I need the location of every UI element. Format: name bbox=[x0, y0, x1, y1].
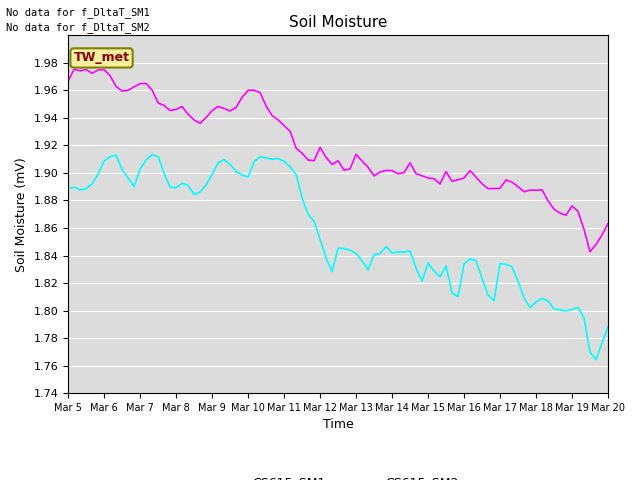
Title: Soil Moisture: Soil Moisture bbox=[289, 15, 387, 30]
CS615_SM2 bbox=[64, 185, 72, 191]
CS615_SM1 bbox=[598, 232, 606, 238]
Y-axis label: Soil Moisture (mV): Soil Moisture (mV) bbox=[15, 157, 28, 272]
Line: CS615_SM2: CS615_SM2 bbox=[68, 155, 608, 360]
CS615_SM2 bbox=[382, 244, 390, 250]
Text: No data for f_DltaT_SM2: No data for f_DltaT_SM2 bbox=[6, 22, 150, 33]
CS615_SM1 bbox=[526, 187, 534, 193]
Text: TW_met: TW_met bbox=[74, 51, 129, 64]
CS615_SM1 bbox=[382, 168, 390, 173]
CS615_SM2 bbox=[196, 189, 204, 195]
CS615_SM1 bbox=[64, 78, 72, 84]
CS615_SM1 bbox=[586, 249, 594, 254]
X-axis label: Time: Time bbox=[323, 419, 353, 432]
Legend: CS615_SM1, CS615_SM2: CS615_SM1, CS615_SM2 bbox=[212, 471, 464, 480]
CS615_SM2 bbox=[598, 340, 606, 346]
CS615_SM2 bbox=[592, 357, 600, 363]
CS615_SM2 bbox=[526, 305, 534, 311]
CS615_SM2 bbox=[208, 171, 216, 177]
CS615_SM1 bbox=[136, 81, 144, 86]
CS615_SM1 bbox=[208, 108, 216, 113]
CS615_SM2 bbox=[148, 152, 156, 157]
Line: CS615_SM1: CS615_SM1 bbox=[68, 69, 608, 252]
CS615_SM2 bbox=[131, 184, 138, 190]
Text: No data for f_DltaT_SM1: No data for f_DltaT_SM1 bbox=[6, 7, 150, 18]
CS615_SM1 bbox=[604, 221, 612, 227]
CS615_SM1 bbox=[70, 66, 78, 72]
CS615_SM1 bbox=[196, 120, 204, 126]
CS615_SM2 bbox=[604, 324, 612, 330]
